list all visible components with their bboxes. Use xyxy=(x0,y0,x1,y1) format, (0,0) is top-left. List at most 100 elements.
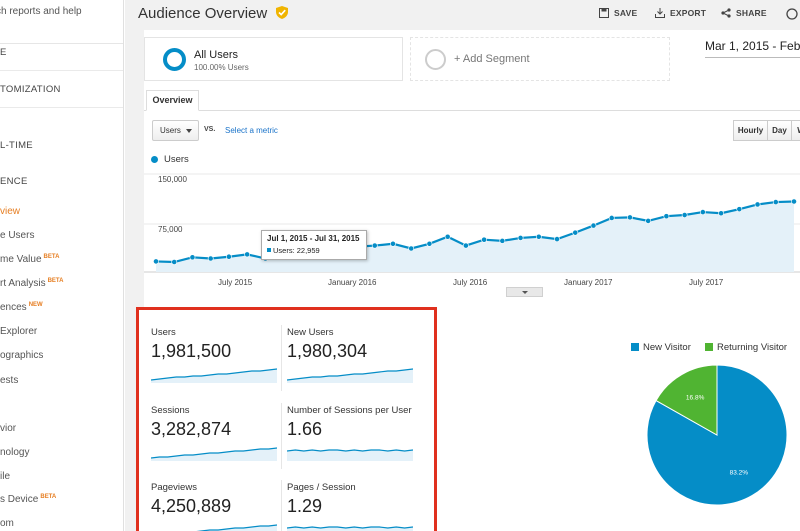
data-point[interactable] xyxy=(207,255,214,262)
verified-shield-icon xyxy=(276,6,289,19)
data-point[interactable] xyxy=(627,214,633,221)
x-tick-label: July 2016 xyxy=(453,278,488,287)
sidebar-item-overview[interactable]: view xyxy=(0,206,123,217)
data-point[interactable] xyxy=(226,253,232,260)
data-point[interactable] xyxy=(189,254,196,261)
data-point[interactable] xyxy=(663,213,670,220)
y-tick-label: 75,000 xyxy=(158,225,183,234)
metric-card-sessions-per-user[interactable]: Number of Sessions per User 1.66 xyxy=(281,403,423,469)
sidebar-item-behavior[interactable]: vior xyxy=(0,423,123,434)
data-point[interactable] xyxy=(517,235,524,241)
data-point[interactable] xyxy=(462,242,469,249)
sidebar-item-label: e Users xyxy=(0,230,35,241)
week-button[interactable]: W xyxy=(791,120,800,141)
metric-sparkline xyxy=(287,368,413,383)
sidebar-search[interactable]: ch reports and help xyxy=(0,0,123,44)
sidebar-item-demographics[interactable]: ographics xyxy=(0,350,123,361)
sparkline-line xyxy=(287,526,413,529)
sidebar-item-label: view xyxy=(0,206,21,217)
data-point[interactable] xyxy=(171,259,178,265)
hourly-button[interactable]: Hourly xyxy=(733,120,768,141)
legend-swatch xyxy=(705,343,713,351)
sidebar-item-mobile[interactable]: ile xyxy=(0,471,123,482)
metric-dropdown[interactable]: Users xyxy=(152,120,199,141)
data-point[interactable] xyxy=(772,199,779,205)
data-point[interactable] xyxy=(554,236,560,242)
pie-slice-returning-visitor[interactable] xyxy=(655,364,718,436)
data-point[interactable] xyxy=(481,236,488,243)
metric-card-pages-per-session[interactable]: Pages / Session 1.29 xyxy=(281,480,423,531)
data-point[interactable] xyxy=(754,201,761,208)
users-line-chart[interactable] xyxy=(144,173,800,273)
sidebar-item-cohort-analysis[interactable]: rt Analysis BETA xyxy=(0,278,123,289)
sidebar-search-text: ch reports and help xyxy=(0,6,82,17)
sidebar-item-active-users[interactable]: e Users xyxy=(0,230,123,241)
select-metric-link[interactable]: Select a metric xyxy=(225,126,278,135)
sparkline-line xyxy=(196,524,277,531)
metric-card-sessions[interactable]: Sessions 3,282,874 xyxy=(151,403,287,469)
metric-card-new-users[interactable]: New Users 1,980,304 xyxy=(281,325,423,391)
data-point[interactable] xyxy=(535,233,542,240)
sidebar-item-audience[interactable]: ENCE xyxy=(0,176,123,187)
sidebar-item-label: nology xyxy=(0,447,30,458)
add-segment-button[interactable]: + Add Segment xyxy=(410,37,670,81)
data-point[interactable] xyxy=(681,212,688,218)
data-point[interactable] xyxy=(791,198,797,205)
data-point[interactable] xyxy=(645,217,652,224)
data-point[interactable] xyxy=(608,215,615,221)
data-point[interactable] xyxy=(699,209,706,215)
data-point[interactable] xyxy=(244,251,251,258)
data-point[interactable] xyxy=(390,240,396,247)
tab-overview[interactable]: Overview xyxy=(146,90,199,111)
data-point[interactable] xyxy=(371,242,378,249)
export-button[interactable]: EXPORT xyxy=(655,8,706,18)
data-point[interactable] xyxy=(408,245,415,252)
sidebar-item-custom[interactable]: om xyxy=(0,518,123,529)
metric-value: 1.66 xyxy=(287,419,323,439)
day-button[interactable]: Day xyxy=(767,120,792,141)
data-point[interactable] xyxy=(444,233,451,240)
legend-dot-users xyxy=(151,156,158,163)
y-tick-label: 150,000 xyxy=(158,175,187,184)
sidebar-item-customization[interactable]: TOMIZATION xyxy=(0,84,123,95)
sidebar-item-technology[interactable]: nology xyxy=(0,447,123,458)
sidebar-item-user-explorer[interactable]: Explorer xyxy=(0,326,123,337)
data-point[interactable] xyxy=(153,258,159,265)
page-title: Audience Overview xyxy=(138,5,289,22)
data-point[interactable] xyxy=(736,206,743,213)
chart-resize-handle[interactable] xyxy=(506,287,543,297)
segment-name: All Users xyxy=(194,49,239,61)
sparkline-area xyxy=(287,450,413,461)
metric-value: 3,282,874 xyxy=(151,419,232,439)
sidebar-item-realtime[interactable]: L-TIME xyxy=(0,140,123,151)
metric-label: Pages / Session xyxy=(287,482,356,493)
save-button[interactable]: SAVE xyxy=(599,8,637,18)
sidebar: ch reports and help E TOMIZATION L-TIME … xyxy=(0,0,124,531)
segment-all-users[interactable]: All Users 100.00% Users xyxy=(144,37,403,81)
sidebar-item-label: L-TIME xyxy=(0,140,33,151)
data-point[interactable] xyxy=(499,237,506,244)
sidebar-item-lifetime-value[interactable]: me Value BETA xyxy=(0,254,123,265)
share-button[interactable]: SHARE xyxy=(721,8,767,18)
sidebar-item-interests[interactable]: ests xyxy=(0,375,123,386)
data-point[interactable] xyxy=(718,210,724,217)
metric-label: Users xyxy=(151,327,176,338)
sparkline-line xyxy=(151,447,277,459)
data-point[interactable] xyxy=(590,222,597,229)
sidebar-item-audiences[interactable]: ences NEW xyxy=(0,302,123,313)
beta-badge: BETA xyxy=(47,278,64,284)
data-point[interactable] xyxy=(572,229,579,236)
beta-badge: BETA xyxy=(43,254,60,260)
sidebar-item-home[interactable]: E xyxy=(0,47,123,58)
data-point[interactable] xyxy=(426,240,433,247)
date-range-picker[interactable]: Mar 1, 2015 - Feb xyxy=(705,39,800,53)
legend-label: Returning Visitor xyxy=(717,342,788,353)
tab-bar xyxy=(144,110,800,111)
metric-card-pageviews[interactable]: Pageviews 4,250,889 xyxy=(151,480,287,531)
sidebar-item-cross-device[interactable]: s Device BETA xyxy=(0,494,123,505)
x-tick-label: January 2017 xyxy=(564,278,613,287)
insights-button[interactable] xyxy=(786,8,800,20)
metric-card-users[interactable]: Users 1,981,500 xyxy=(151,325,287,391)
visitor-pie-chart[interactable]: 83.2% 16.8% xyxy=(642,360,792,510)
sidebar-item-label: ences xyxy=(0,302,27,313)
